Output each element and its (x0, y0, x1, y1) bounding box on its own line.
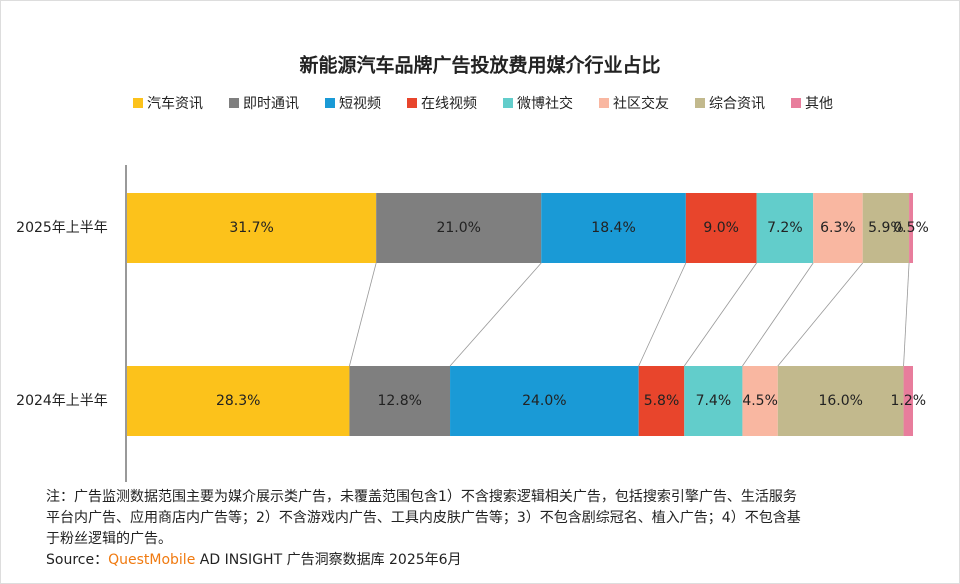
bar-segment (903, 366, 913, 436)
bar-segment (376, 193, 542, 263)
note: 于粉丝逻辑的广告。 (46, 531, 172, 547)
value-label: 9.0% (703, 220, 739, 236)
value-label: 31.7% (229, 220, 273, 236)
bar-segment (541, 193, 686, 263)
value-label: 28.3% (216, 393, 260, 409)
legend-label: 综合资讯 (709, 96, 765, 112)
value-label: 4.5% (742, 393, 778, 409)
value-label: 7.2% (767, 220, 803, 236)
bar-segment (742, 366, 778, 436)
bar-segment (685, 193, 757, 263)
legend-swatch (133, 98, 143, 108)
legend-label: 汽车资讯 (147, 95, 203, 112)
legend-label: 社区交友 (613, 95, 669, 112)
bar-segment (813, 193, 863, 263)
bar-segment (127, 366, 350, 436)
value-label: 21.0% (436, 220, 480, 236)
bar-segment (638, 366, 685, 436)
chart-title: 新能源汽车品牌广告投放费用媒介行业占比 (299, 54, 660, 77)
value-label: 12.8% (377, 393, 421, 409)
legend-swatch (503, 98, 513, 108)
source-brand: QuestMobile (108, 552, 195, 568)
bar-segment (349, 366, 451, 436)
legend-swatch (407, 98, 417, 108)
value-label: 7.4% (696, 393, 732, 409)
value-label: 5.8% (644, 393, 680, 409)
source: Source：QuestMobile AD INSIGHT 广告洞察数据库 20… (46, 551, 462, 568)
connector-line (683, 262, 757, 367)
connector-line (638, 262, 687, 367)
legend-label: 即时通讯 (243, 96, 299, 112)
source-text: AD INSIGHT 广告洞察数据库 2025年6月 (195, 551, 461, 568)
value-label: 18.4% (591, 220, 635, 236)
value-label: 1.2% (890, 393, 926, 409)
connector-line (449, 262, 542, 367)
legend-label: 微博社交 (517, 95, 573, 112)
bar-segment (450, 366, 639, 436)
note: 平台内广告、应用商店内广告等；2）不含游戏内广告、工具内皮肤广告等；3）不包含剧… (46, 509, 801, 526)
legend-swatch (229, 98, 239, 108)
connector-line (903, 262, 910, 367)
value-label: 24.0% (522, 393, 566, 409)
legend-label: 短视频 (339, 96, 381, 112)
legend-label: 其他 (805, 96, 833, 112)
category-label: 2025年上半年 (16, 220, 108, 236)
legend-swatch (695, 98, 705, 108)
category-label: 2024年上半年 (16, 393, 108, 409)
note: 注：广告监测数据范围主要为媒介展示类广告，未覆盖范围包含1）不含搜索逻辑相关广告… (46, 488, 797, 505)
legend-swatch (791, 98, 801, 108)
bar-segment (909, 193, 913, 263)
legend-swatch (599, 98, 609, 108)
connector-line (742, 262, 814, 367)
legend-swatch (325, 98, 335, 108)
bar-segment (777, 366, 904, 436)
bar-segment (684, 366, 743, 436)
bar-segment (127, 193, 377, 263)
value-label: 0.5% (893, 220, 929, 236)
bar-segment (862, 193, 910, 263)
value-label: 6.3% (820, 220, 856, 236)
connector-line (777, 262, 864, 367)
value-label: 5.9% (868, 220, 904, 236)
source-label: Source： (46, 552, 108, 568)
bar-segment (756, 193, 814, 263)
legend-label: 在线视频 (421, 96, 477, 112)
connector-line (349, 262, 377, 367)
value-label: 16.0% (818, 393, 862, 409)
